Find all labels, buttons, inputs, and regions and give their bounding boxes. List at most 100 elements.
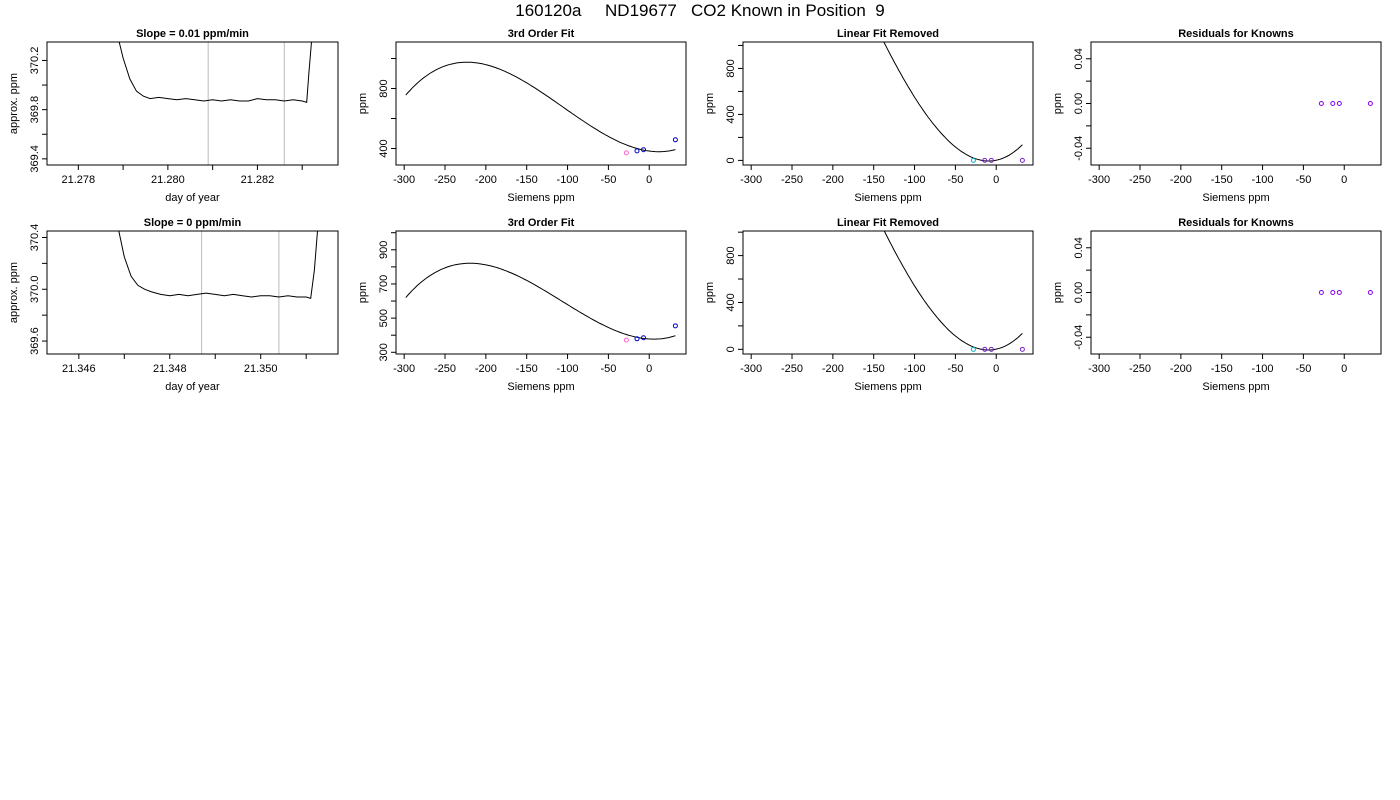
x-tick-label: -150 (516, 174, 538, 186)
data-point (634, 148, 640, 154)
chart-title: Linear Fit Removed (837, 28, 939, 40)
x-tick-label: -50 (600, 174, 616, 186)
fit-curve (405, 262, 676, 340)
y-axis-label: approx. ppm (8, 262, 20, 323)
chart-title: 3rd Order Fit (508, 28, 575, 40)
chart-panel-5: 21.346 21.348 21.350 369.6 370.0 370.4 Slope =… (8, 217, 339, 393)
data-point (672, 323, 678, 329)
y-tick-label: 0.04 (1073, 48, 1085, 69)
y-axis-label: ppm (1052, 282, 1064, 303)
y-tick-label: 800 (378, 79, 390, 97)
y-tick-label: 0 (725, 157, 737, 163)
chart-panel-4: -300 -250 -200 -150 -100 -50 0 -0.04 0.00 0.04 Res… (1052, 28, 1382, 204)
y-axis-label: ppm (357, 282, 369, 303)
y-tick-label: 0.04 (1073, 237, 1085, 258)
x-tick-label: -100 (557, 363, 579, 375)
x-tick-label: 21.350 (244, 363, 278, 375)
y-tick-label: 400 (725, 105, 737, 123)
y-tick-label: 370.0 (29, 275, 41, 303)
data-point (1367, 290, 1373, 295)
plot-area (883, 42, 1023, 162)
x-tick-label: -100 (557, 174, 579, 186)
x-tick-label: -50 (1295, 174, 1311, 186)
x-tick-label: -150 (863, 363, 885, 375)
plot-frame (46, 230, 339, 355)
data-point (672, 137, 678, 143)
x-tick-label: -250 (781, 174, 803, 186)
fit-curve (405, 61, 676, 153)
data-point (1367, 101, 1373, 106)
page-title: 160120a ND19677 CO2 Known in Position 9 (515, 1, 885, 20)
x-tick-label: -250 (1129, 363, 1151, 375)
chart-title: Residuals for Knowns (1178, 217, 1294, 229)
x-tick-label: 21.282 (241, 174, 275, 186)
data-point (1336, 101, 1342, 106)
y-axis-label: ppm (357, 93, 369, 114)
data-point (982, 157, 988, 163)
y-tick-label: 0.00 (1073, 282, 1085, 303)
y-tick-label: 900 (378, 241, 390, 259)
plot-frame (742, 41, 1034, 166)
x-tick-label: 0 (646, 363, 652, 375)
plot-frame (395, 41, 687, 166)
x-tick-label: -300 (740, 363, 762, 375)
chart-title: Slope = 0 ppm/min (144, 217, 242, 229)
x-tick-label: 0 (1341, 174, 1347, 186)
data-point (623, 150, 629, 156)
data-point (988, 346, 994, 352)
x-tick-label: -150 (1211, 363, 1233, 375)
x-tick-label: 0 (646, 174, 652, 186)
y-tick-label: 500 (378, 309, 390, 327)
data-point (988, 157, 994, 163)
x-tick-label: -50 (600, 363, 616, 375)
x-tick-label: 21.278 (62, 174, 96, 186)
chart-title: Linear Fit Removed (837, 217, 939, 229)
x-tick-label: 21.346 (62, 363, 96, 375)
y-axis-label: approx. ppm (8, 73, 20, 134)
data-point (1019, 346, 1025, 352)
data-point (634, 336, 640, 342)
y-tick-label: 369.8 (29, 96, 41, 124)
x-axis-label: Siemens ppm (854, 192, 921, 204)
data-point (641, 335, 647, 341)
chart-panel-7: -300 -250 -200 -150 -100 -50 0 0 400 800 Linear Fi… (704, 217, 1034, 393)
x-axis-label: Siemens ppm (1202, 381, 1269, 393)
x-tick-label: -200 (1170, 174, 1192, 186)
fit-curve (883, 42, 1023, 162)
x-tick-label: -250 (434, 363, 456, 375)
chart-panel-8: -300 -250 -200 -150 -100 -50 0 -0.04 0.00 0.04 Res… (1052, 217, 1382, 393)
data-point (970, 346, 976, 352)
plot-area (118, 231, 318, 354)
chart-panel-6: -300 -250 -200 -150 -100 -50 0 300 500 700 900 3rd … (357, 217, 687, 393)
y-tick-label: 800 (725, 246, 737, 264)
y-tick-label: 0 (725, 346, 737, 352)
y-tick-label: -0.04 (1073, 136, 1085, 161)
x-tick-label: -300 (1088, 363, 1110, 375)
y-axis-label: ppm (704, 282, 716, 303)
x-tick-label: -150 (863, 174, 885, 186)
data-point (1318, 101, 1324, 106)
x-tick-label: -150 (516, 363, 538, 375)
fit-curve (883, 231, 1023, 351)
y-tick-label: 700 (378, 275, 390, 293)
x-axis-label: day of year (165, 381, 220, 393)
plot-frame (395, 230, 687, 355)
data-point (982, 346, 988, 352)
data-point (623, 337, 629, 343)
y-tick-label: 369.4 (29, 145, 41, 173)
x-axis-label: day of year (165, 192, 220, 204)
y-tick-label: 370.2 (29, 47, 41, 75)
x-tick-label: -100 (904, 174, 926, 186)
x-tick-label: 21.348 (153, 363, 187, 375)
x-tick-label: -200 (1170, 363, 1192, 375)
data-point (1318, 290, 1324, 295)
data-point (1330, 290, 1336, 295)
x-tick-label: -50 (1295, 363, 1311, 375)
plot-frame (46, 41, 339, 166)
x-tick-label: -250 (434, 174, 456, 186)
y-axis-label: ppm (1052, 93, 1064, 114)
data-point (970, 157, 976, 163)
y-tick-label: 370.4 (29, 224, 41, 252)
x-tick-label: 0 (993, 363, 999, 375)
